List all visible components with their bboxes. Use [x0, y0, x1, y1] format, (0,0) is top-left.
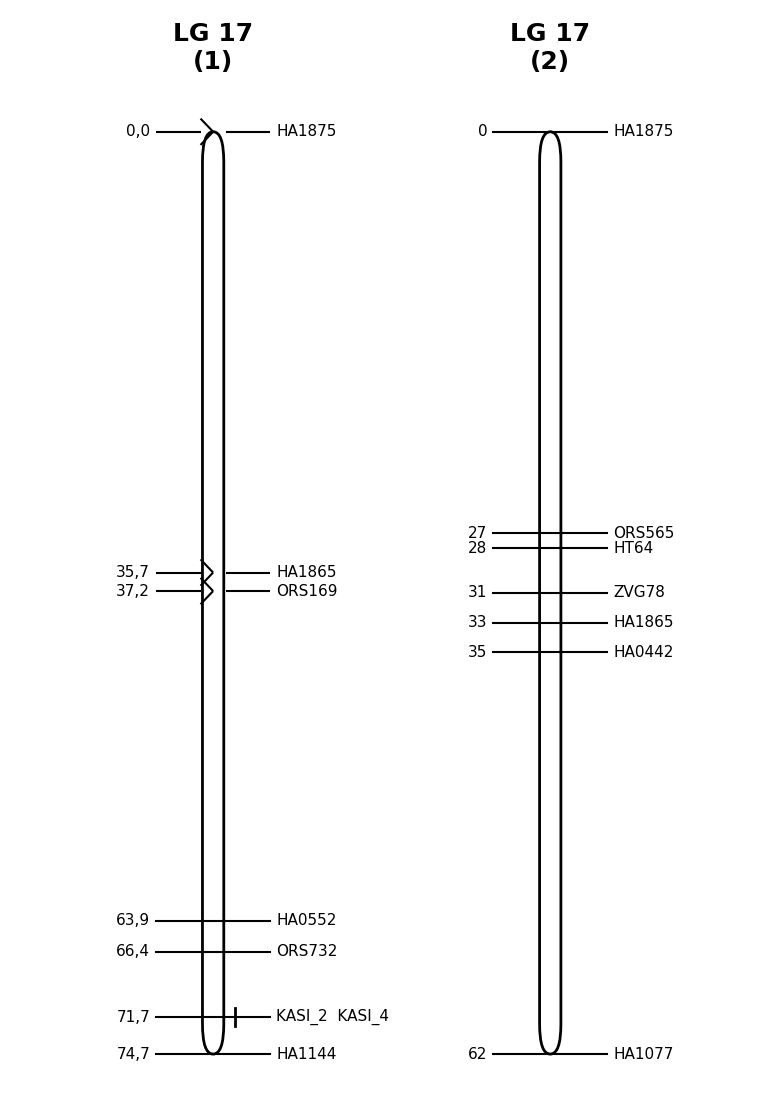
Text: KASI_2  KASI_4: KASI_2 KASI_4 [276, 1009, 389, 1026]
Text: 37,2: 37,2 [116, 583, 150, 598]
Text: ORS732: ORS732 [276, 944, 337, 959]
FancyBboxPatch shape [539, 132, 561, 1054]
Text: HT64: HT64 [613, 541, 653, 556]
Text: HA0552: HA0552 [276, 914, 336, 928]
Text: 74,7: 74,7 [116, 1046, 150, 1062]
Text: 28: 28 [468, 541, 487, 556]
Text: 66,4: 66,4 [116, 944, 150, 959]
Text: HA1865: HA1865 [613, 615, 673, 630]
Text: 31: 31 [468, 585, 487, 601]
Text: HA1875: HA1875 [276, 124, 336, 139]
Text: 0,0: 0,0 [126, 124, 150, 139]
Text: 35,7: 35,7 [116, 565, 150, 580]
Text: LG 17
(1): LG 17 (1) [173, 22, 253, 74]
Text: 62: 62 [468, 1046, 487, 1062]
Text: ORS565: ORS565 [613, 526, 674, 541]
Text: 27: 27 [468, 526, 487, 541]
Text: HA1144: HA1144 [276, 1046, 336, 1062]
Text: HA0442: HA0442 [613, 645, 673, 660]
Text: 0: 0 [477, 124, 487, 139]
Text: 35: 35 [468, 645, 487, 660]
Text: 33: 33 [468, 615, 487, 630]
Text: ZVG78: ZVG78 [613, 585, 665, 601]
Text: HA1865: HA1865 [276, 565, 336, 580]
Text: ORS169: ORS169 [276, 583, 338, 598]
FancyBboxPatch shape [202, 132, 224, 1054]
Text: 71,7: 71,7 [116, 1009, 150, 1024]
Text: 63,9: 63,9 [116, 914, 150, 928]
Text: HA1875: HA1875 [613, 124, 673, 139]
Text: LG 17
(2): LG 17 (2) [510, 22, 591, 74]
Text: HA1077: HA1077 [613, 1046, 673, 1062]
